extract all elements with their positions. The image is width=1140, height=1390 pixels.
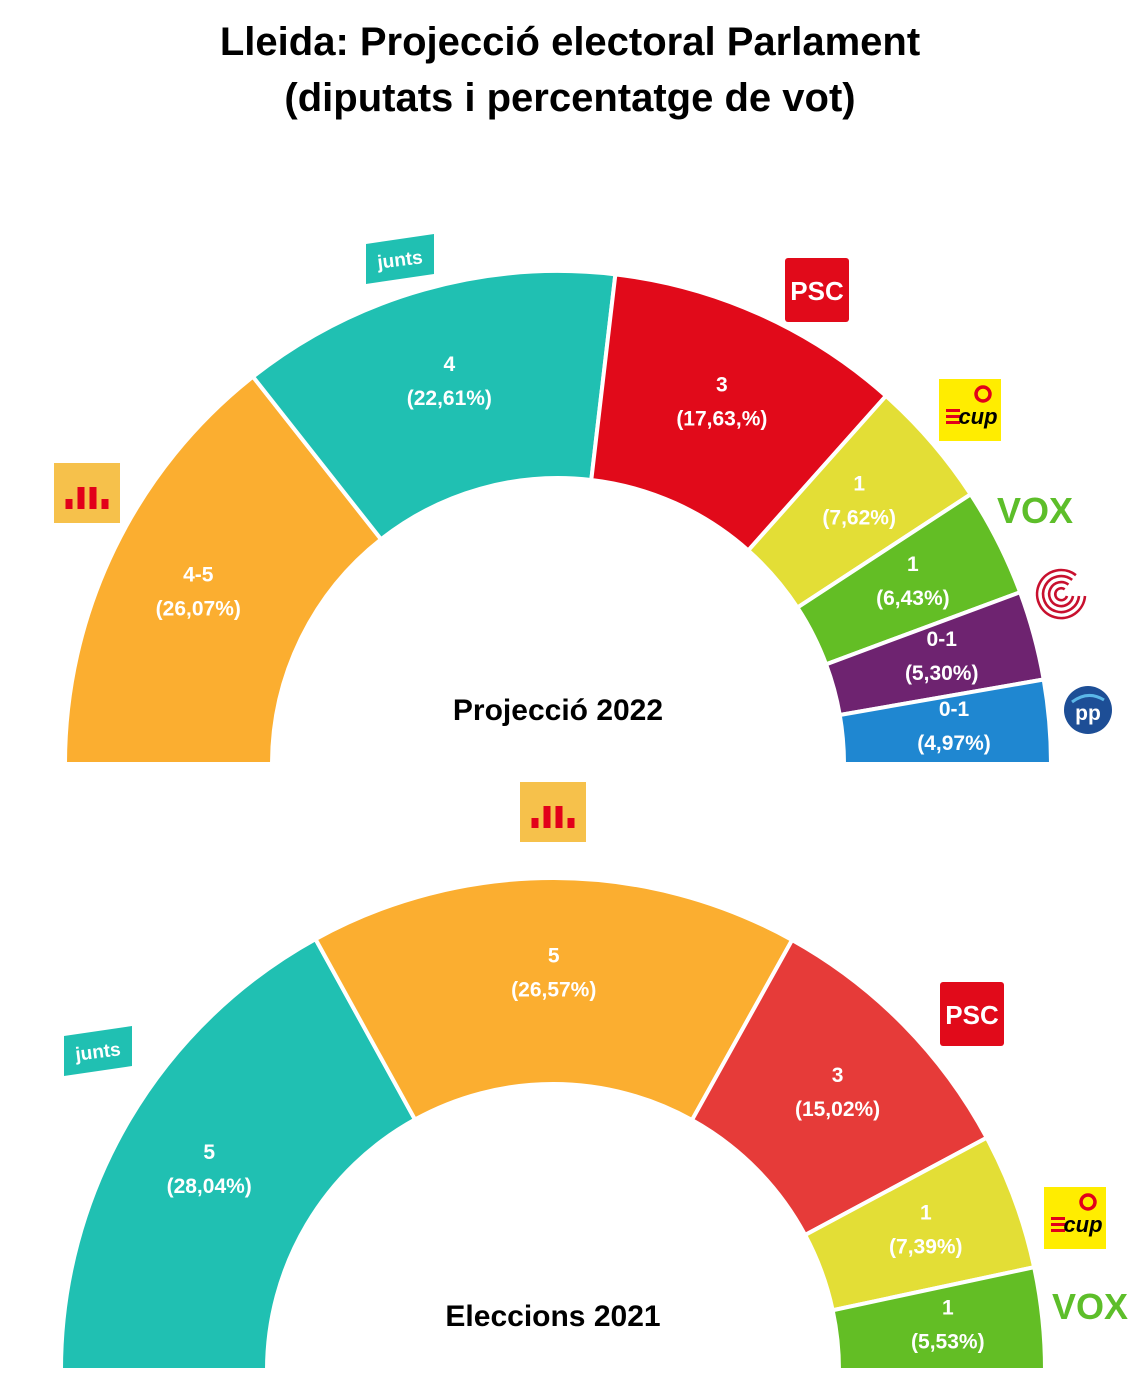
comuns-logo — [1035, 568, 1087, 620]
seats-label-cup: 1 — [920, 1201, 932, 1224]
seats-label-psc: 3 — [832, 1064, 844, 1087]
center-label: Eleccions 2021 — [445, 1300, 660, 1333]
chart-title: Lleida: Projecció electoral Parlament (d… — [0, 14, 1140, 126]
segment-junts — [250, 269, 618, 543]
vox-logo: VOX — [997, 490, 1073, 531]
segment-vox — [830, 1264, 1048, 1372]
junts-logo: junts — [64, 1026, 132, 1076]
psc-logo-text: PSC — [945, 1000, 999, 1030]
pp-logo-text: pp — [1075, 702, 1101, 725]
junts-logo: junts — [366, 234, 434, 284]
erc-logo — [54, 463, 120, 523]
pct-label-vox: (5,53%) — [911, 1330, 985, 1353]
cup-logo-text: cup — [958, 404, 997, 429]
pct-label-cup: (7,62%) — [822, 507, 896, 530]
cup-logo-text: cup — [1063, 1212, 1102, 1237]
pct-label-cup: (7,39%) — [889, 1235, 963, 1258]
psc-logo-text: PSC — [790, 276, 844, 306]
pct-label-psc: (17,63,%) — [676, 407, 767, 430]
psc-logo: PSC — [940, 982, 1004, 1046]
seats-label-junts: 5 — [203, 1141, 215, 1164]
pct-label-en-com-podem: (5,30%) — [905, 662, 979, 685]
seats-label-vox: 1 — [942, 1296, 954, 1319]
pct-label-psc: (15,02%) — [795, 1098, 880, 1121]
pct-label-junts: (22,61%) — [407, 387, 492, 410]
title-line-1: Lleida: Projecció electoral Parlament — [219, 20, 921, 64]
seats-label-erc: 5 — [548, 945, 560, 968]
pct-label-vox: (6,43%) — [876, 587, 950, 610]
seats-label-erc: 4-5 — [183, 563, 214, 586]
seats-label-cup: 1 — [853, 473, 865, 496]
seats-label-vox: 1 — [907, 553, 919, 576]
cup-logo: cup — [1044, 1187, 1106, 1249]
title-line-2: (diputats i percentatge de vot) — [284, 76, 856, 120]
seats-label-junts: 4 — [443, 353, 455, 376]
erc-logo — [520, 782, 586, 842]
pct-label-pp: (4,97%) — [917, 732, 991, 755]
projection-2022-chart: 4-5 (26,07%) 4 (22,61%) junts 3 (17,63,%) PSC 1 (… — [54, 234, 1112, 766]
pct-label-erc: (26,07%) — [156, 597, 241, 620]
seats-label-psc: 3 — [716, 373, 728, 396]
cup-logo: cup — [939, 379, 1001, 441]
segment-pp — [837, 677, 1054, 766]
seats-label-pp: 0-1 — [939, 698, 970, 721]
vox-logo: VOX — [1052, 1286, 1128, 1327]
vox-logo-text: VOX — [997, 490, 1073, 531]
pp-logo: pp — [1064, 686, 1112, 734]
pct-label-erc: (26,57%) — [511, 979, 596, 1002]
segment-erc — [62, 373, 384, 766]
center-label: Projecció 2022 — [453, 694, 663, 727]
psc-logo: PSC — [785, 258, 849, 322]
segment-junts — [58, 936, 418, 1372]
seats-label-en-com-podem: 0-1 — [927, 628, 958, 651]
elections-2021-chart: 5 (28,04%) junts 5 (26,57%) 3 (15,02%) PSC 1 (7,3… — [58, 782, 1128, 1372]
segment-erc — [312, 876, 795, 1123]
vox-logo-text: VOX — [1052, 1286, 1128, 1327]
pct-label-junts: (28,04%) — [167, 1175, 252, 1198]
